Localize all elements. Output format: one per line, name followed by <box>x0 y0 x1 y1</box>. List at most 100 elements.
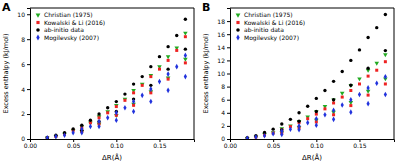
point <box>89 124 92 130</box>
point <box>123 99 126 102</box>
x-tick-label: 0.15 <box>353 142 367 149</box>
point <box>63 132 66 138</box>
series <box>246 60 387 139</box>
legend-marker <box>36 28 40 32</box>
point <box>123 105 126 111</box>
point <box>315 110 318 113</box>
legend-label: ab-initio data <box>244 26 284 33</box>
point <box>384 49 387 52</box>
point <box>375 81 378 87</box>
point <box>289 118 292 121</box>
y-tick-label: 10 <box>217 70 225 77</box>
y-tick-mark <box>227 34 230 35</box>
point <box>349 97 352 103</box>
y-tick-label: 2 <box>21 110 25 117</box>
y-tick-mark <box>27 114 30 115</box>
legend-label: Kowalski & Li (2016) <box>44 19 105 26</box>
y-tick: 2 <box>21 110 30 117</box>
point <box>358 48 361 51</box>
series <box>246 74 387 139</box>
y-tick-label: 10 <box>17 11 25 18</box>
x-tick: 0.05 <box>67 139 81 149</box>
point <box>323 107 326 110</box>
point <box>358 82 361 85</box>
x-axis: 0.000.050.100.15 <box>224 139 395 149</box>
panel: 0.000.050.100.15024681012141618Christian… <box>217 8 394 149</box>
point <box>115 110 118 116</box>
y-tick-mark <box>27 39 30 40</box>
y-tick-label: 16 <box>217 31 225 38</box>
point <box>340 92 345 96</box>
point <box>158 79 161 85</box>
y-tick-label: 0 <box>21 135 25 142</box>
y-axis: 024681012141618 <box>217 9 230 143</box>
point <box>97 119 100 125</box>
x-tick-label: 0.15 <box>153 142 167 149</box>
point <box>132 99 135 105</box>
point <box>375 69 378 72</box>
point <box>132 109 135 115</box>
point <box>184 18 187 21</box>
point <box>323 89 326 92</box>
legend-item: Kowalski & Li (2016) <box>36 19 105 26</box>
x-tick-label: 0.00 <box>24 142 38 149</box>
y-tick-label: 6 <box>221 96 225 103</box>
point <box>366 101 369 107</box>
point <box>46 135 49 139</box>
point <box>384 92 387 98</box>
legend-marker <box>36 14 41 18</box>
point <box>341 96 344 99</box>
point <box>141 84 144 87</box>
panel: 0.000.050.100.150246810Christian (1975)K… <box>17 8 194 149</box>
point <box>175 49 178 52</box>
point <box>97 115 102 119</box>
point <box>375 26 378 29</box>
point <box>166 45 169 48</box>
point <box>280 132 283 138</box>
point <box>280 122 283 125</box>
legend-label: Kowalski & Li (2016) <box>244 19 305 26</box>
legend: Christian (1975)Kowalski & Li (2016)ab-i… <box>236 11 306 42</box>
point <box>166 88 169 94</box>
point <box>54 134 57 139</box>
point <box>306 120 309 126</box>
y-tick-mark <box>227 60 230 61</box>
legend-marker <box>36 21 39 24</box>
point <box>306 117 309 120</box>
y-tick-label: 4 <box>21 86 25 93</box>
point <box>184 53 187 59</box>
y-axis-line <box>27 9 31 140</box>
y-tick: 2 <box>221 122 230 129</box>
legend-marker <box>236 28 240 32</box>
point <box>149 86 152 92</box>
point <box>315 116 318 122</box>
x-tick-label: 0.00 <box>224 142 238 149</box>
x-tick-label: 0.05 <box>67 142 81 149</box>
y-tick-mark <box>227 87 230 88</box>
point <box>184 61 187 64</box>
point <box>123 92 126 95</box>
legend: Christian (1975)Kowalski & Li (2016)ab-i… <box>36 11 106 42</box>
point <box>349 89 352 92</box>
point <box>349 59 352 62</box>
legend-label: ab-initio data <box>44 26 84 33</box>
point <box>263 133 266 139</box>
point <box>332 98 335 101</box>
plot-area <box>245 13 388 139</box>
y-tick-mark <box>227 74 230 75</box>
point <box>315 97 318 100</box>
y-tick: 12 <box>217 57 230 64</box>
x-axis-title: ΔR(Å) <box>102 153 122 162</box>
point <box>167 78 170 81</box>
point <box>166 67 169 70</box>
x-tick: 0.10 <box>110 139 124 149</box>
point <box>272 131 275 137</box>
point <box>384 13 387 16</box>
point <box>332 80 335 83</box>
point <box>140 83 145 87</box>
point <box>323 112 326 118</box>
x-tick: 0.00 <box>224 139 238 149</box>
frame <box>230 8 394 9</box>
point <box>183 32 188 36</box>
x-axis: 0.00 0.05 0.10 0.15 <box>24 139 195 149</box>
